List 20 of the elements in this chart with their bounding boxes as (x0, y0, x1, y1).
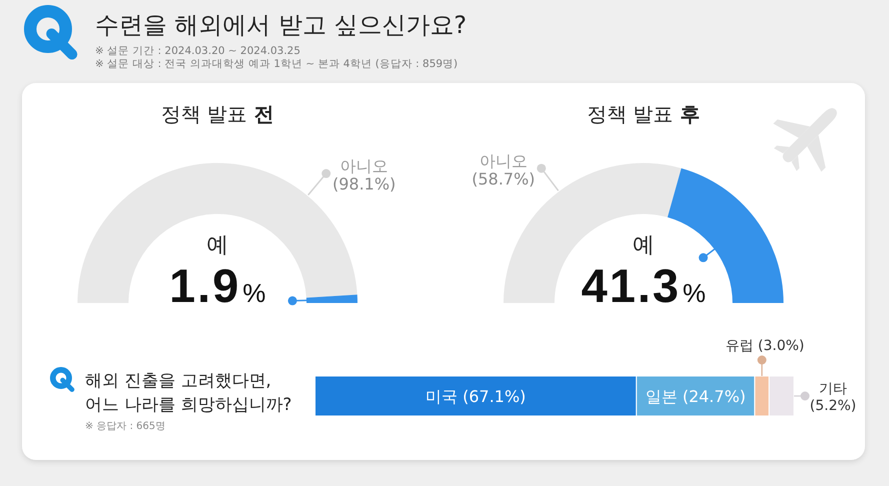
series-label: 기타 (819, 381, 847, 397)
text: 미국 (67.1%) (426, 387, 526, 406)
slice-label: 아니오 (479, 151, 528, 170)
text: ※ 설문 기간 : 2024.03.20 ~ 2024.03.25 (95, 45, 300, 57)
slice-label: 아니오 (340, 156, 388, 176)
chart-title: 정책 발표 후 (586, 102, 700, 126)
text: ※ 설문 대상 : 전국 의과대학생 예과 1학년 ~ 본과 4학년 (응답자 : 859명) (95, 58, 458, 70)
data-label: 1.9% (169, 259, 266, 312)
legend-label: 예 (632, 233, 654, 258)
chart-title: 정책 발표 전 (160, 102, 274, 126)
data-label: (98.1%) (332, 174, 396, 194)
data-label: (58.7%) (472, 169, 536, 188)
text: 유럽 (3.0%) (725, 338, 804, 354)
data-label: 41.3% (581, 259, 706, 312)
text: 일본 (24.7%) (645, 387, 746, 406)
text: ※ 응답자 : 665명 (85, 421, 166, 432)
text: 수련을 해외에서 받고 싶으신가요? (95, 11, 467, 39)
slice-label: 예 (206, 233, 228, 258)
data-label: (5.2%) (810, 398, 856, 414)
chart-title: 해외 진출을 고려했다면, 어느 나라를 희망하십니까? (85, 371, 292, 415)
